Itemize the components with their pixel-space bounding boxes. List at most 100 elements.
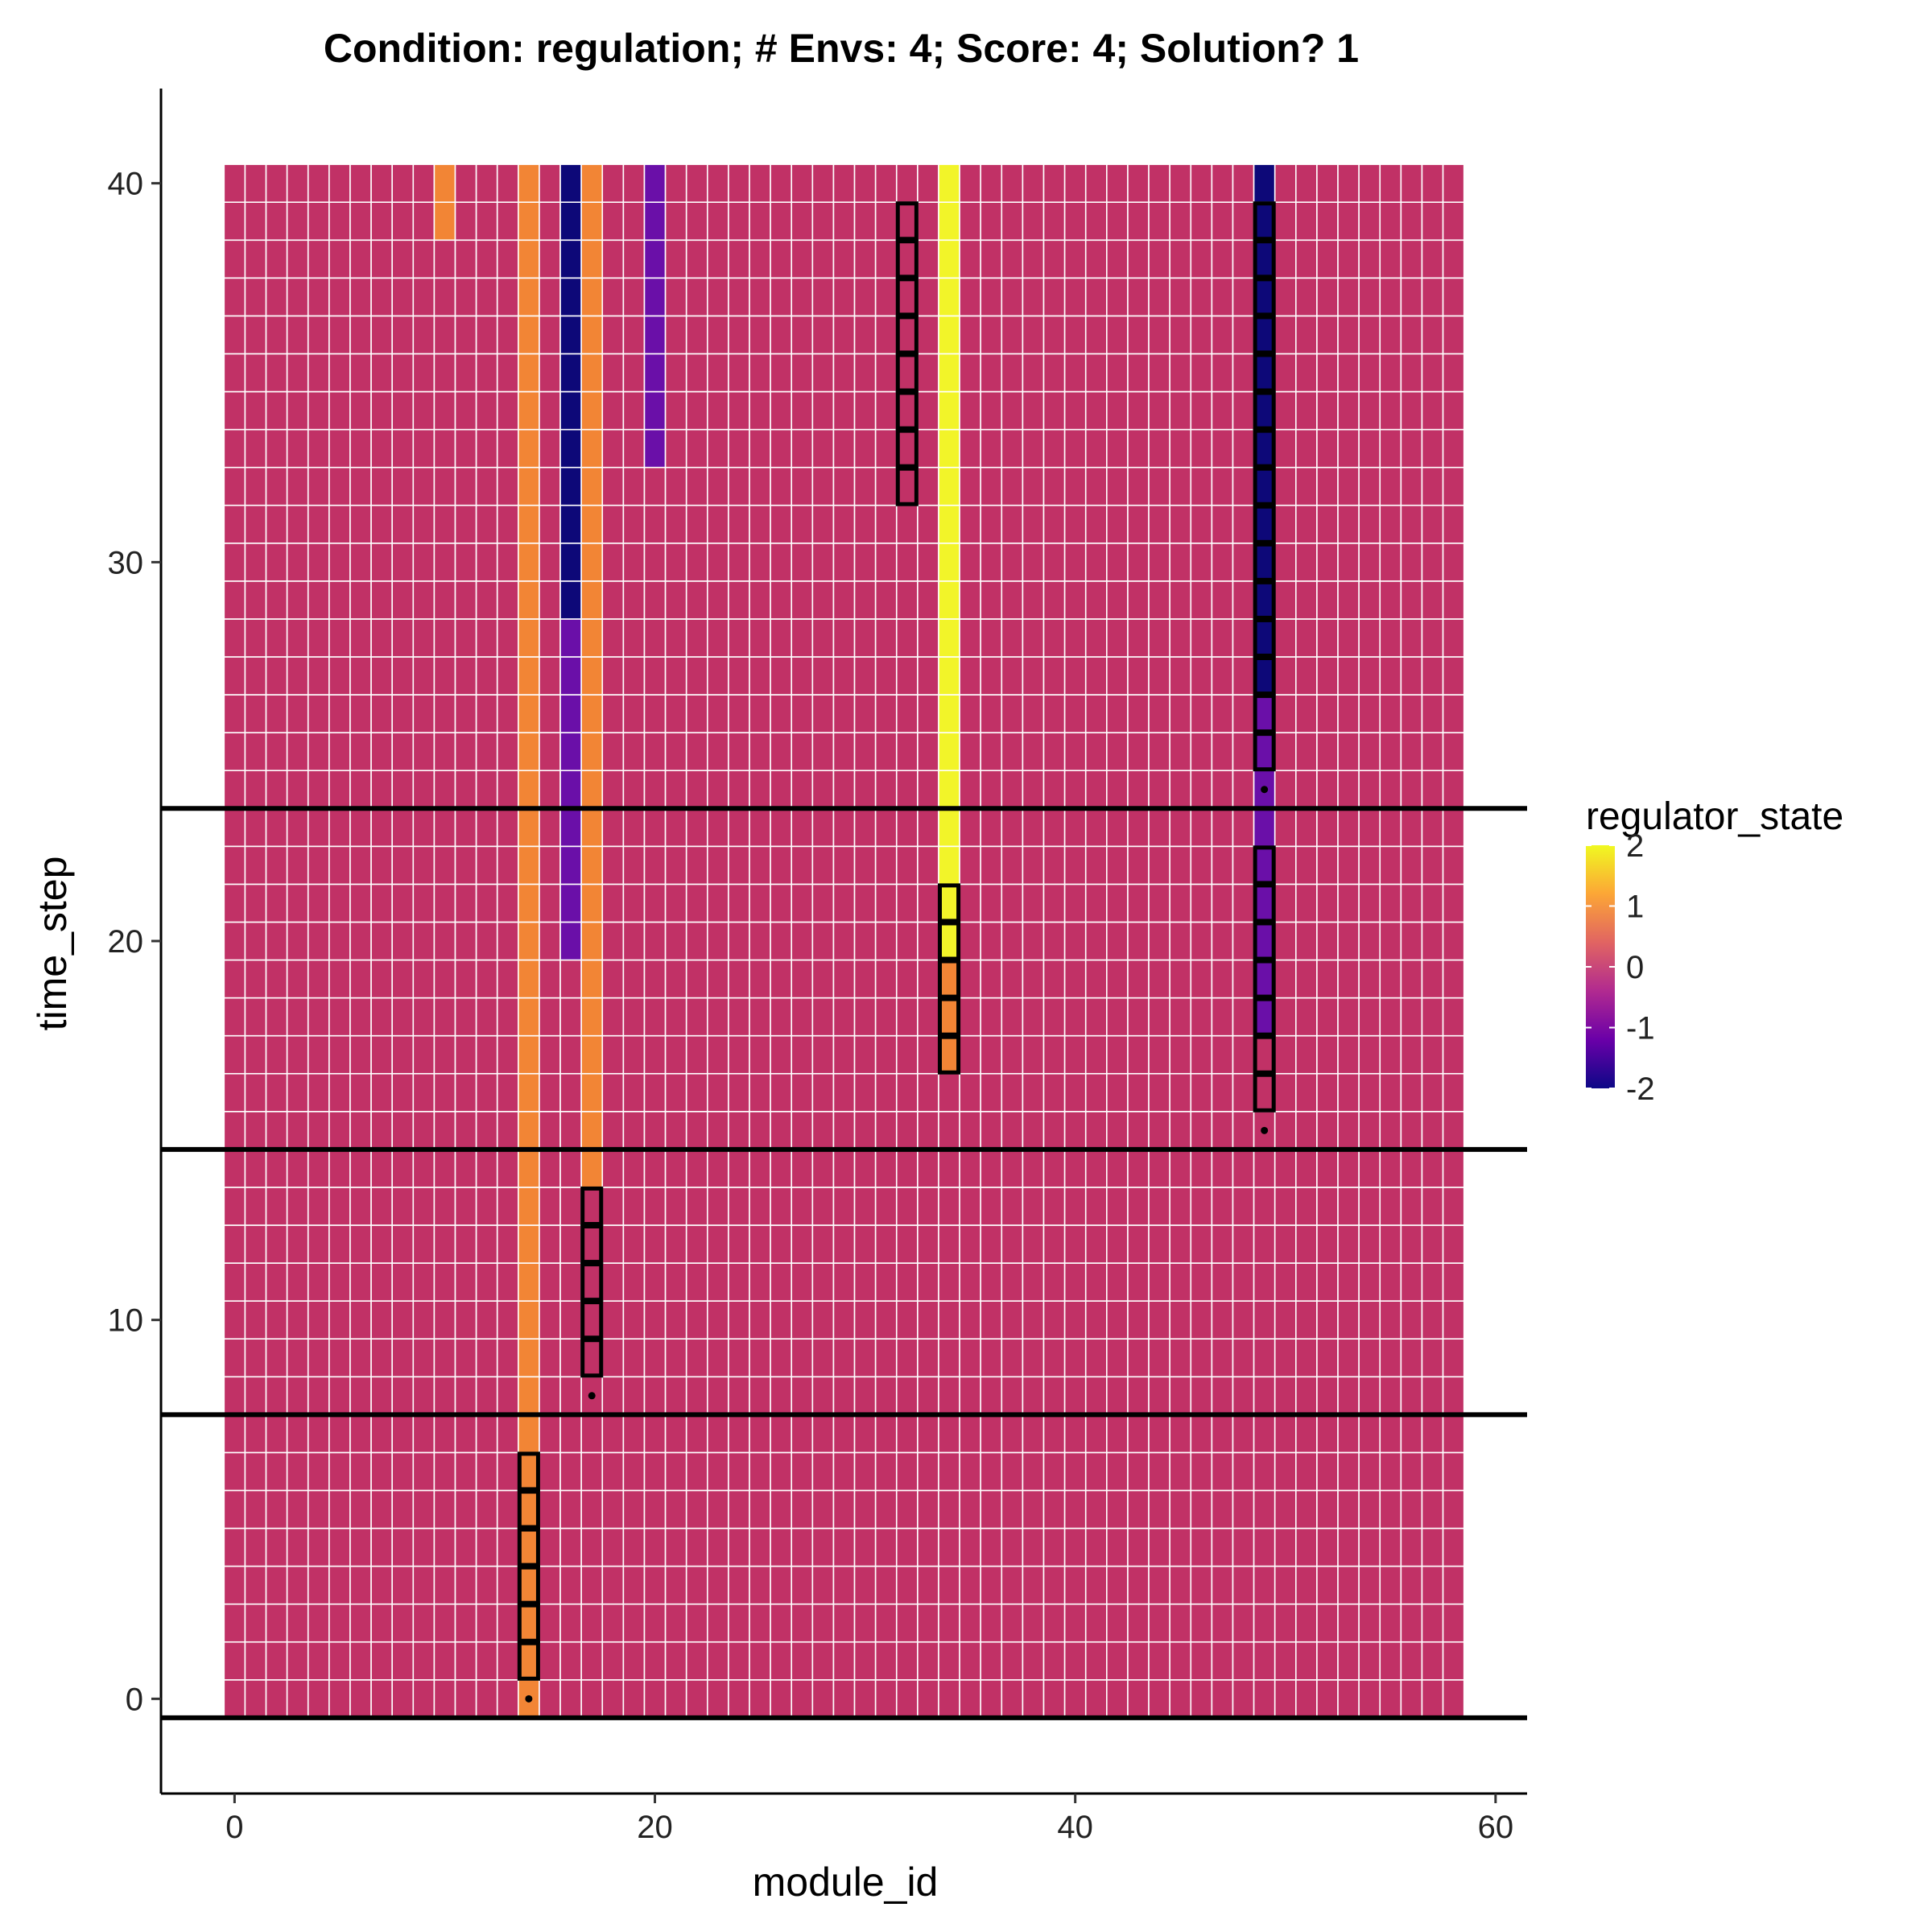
heatmap-cell <box>1316 618 1339 658</box>
heatmap-cell <box>832 656 856 696</box>
heatmap-cell <box>1337 807 1360 848</box>
heatmap-cell <box>1169 1376 1192 1416</box>
heatmap-cell <box>853 1262 877 1302</box>
heatmap-cell <box>1148 1072 1170 1113</box>
heatmap-cell <box>1337 1224 1360 1264</box>
heatmap-cell <box>1211 959 1234 999</box>
heatmap-cell <box>496 1262 519 1302</box>
heatmap-cell <box>286 239 309 279</box>
heatmap-cell <box>622 466 646 506</box>
heatmap-cell <box>685 1414 708 1454</box>
heatmap-cell <box>349 997 372 1037</box>
heatmap-cell <box>874 239 898 279</box>
heatmap-cell <box>559 1111 582 1150</box>
heatmap-cell <box>1295 1034 1318 1075</box>
heatmap-cell <box>706 315 729 355</box>
heatmap-cell <box>1358 1489 1381 1530</box>
heatmap-cell <box>706 732 729 772</box>
heatmap-cell <box>832 1565 856 1605</box>
heatmap-cell <box>1379 1149 1402 1188</box>
y-tick-label: 30 <box>108 545 144 580</box>
heatmap-cell <box>1337 504 1360 544</box>
heatmap-cell <box>1106 1489 1129 1530</box>
event-point <box>525 1695 533 1703</box>
heatmap-cell <box>1442 1376 1465 1416</box>
heatmap-cell <box>1001 1034 1024 1075</box>
heatmap-cell <box>622 618 646 658</box>
heatmap-cell <box>1400 1376 1423 1416</box>
heatmap-cell <box>1063 921 1087 961</box>
heatmap-cell <box>559 807 582 848</box>
heatmap-cell <box>874 1338 898 1378</box>
heatmap-cell <box>1190 1111 1213 1150</box>
heatmap-cell <box>980 1565 1003 1605</box>
heatmap-cell <box>286 1111 309 1150</box>
heatmap-cell <box>349 732 372 772</box>
heatmap-cell <box>643 959 667 999</box>
heatmap-cell <box>1063 845 1087 886</box>
heatmap-cell <box>1127 1527 1150 1567</box>
heatmap-cell <box>1274 163 1297 203</box>
heatmap-cell <box>391 1641 415 1681</box>
heatmap-cell <box>433 1187 456 1226</box>
heatmap-cell <box>1063 1224 1087 1264</box>
heatmap-cell <box>1063 770 1087 810</box>
heatmap-cell <box>1063 466 1087 506</box>
heatmap-cell <box>1274 921 1297 961</box>
heatmap-cell <box>980 921 1003 961</box>
heatmap-cell <box>244 1149 267 1188</box>
heatmap-cell <box>1337 694 1360 733</box>
heatmap-cell <box>1400 1187 1423 1226</box>
heatmap-cell <box>1190 542 1213 582</box>
heatmap-cell <box>791 1072 814 1113</box>
heatmap-cell <box>412 807 436 848</box>
heatmap-cell <box>917 277 939 317</box>
heatmap-cell <box>475 1262 498 1302</box>
heatmap-cell <box>1379 694 1402 733</box>
heatmap-cell <box>895 1603 919 1643</box>
heatmap-cell <box>1190 1679 1213 1719</box>
heatmap-cell <box>622 580 646 620</box>
heatmap-cell <box>1274 315 1297 355</box>
heatmap-cell <box>1400 1072 1423 1113</box>
heatmap-cell <box>1400 1149 1423 1188</box>
heatmap-cell <box>1421 1603 1444 1643</box>
highlighted-cell <box>580 1224 604 1265</box>
heatmap-cell <box>1127 390 1150 431</box>
heatmap-cell <box>1127 959 1150 999</box>
heatmap-cell <box>853 466 877 506</box>
heatmap-cell <box>791 1149 814 1188</box>
heatmap-cell <box>622 1072 646 1113</box>
heatmap-cell <box>1253 163 1276 203</box>
heatmap-cell <box>749 1489 771 1530</box>
heatmap-cell <box>391 1149 415 1188</box>
heatmap-cell <box>475 201 498 242</box>
heatmap-cell <box>1337 542 1360 582</box>
heatmap-cell <box>1274 1679 1297 1719</box>
heatmap-cell <box>1358 770 1381 810</box>
heatmap-cell <box>1232 315 1255 355</box>
heatmap-cell <box>539 618 561 658</box>
heatmap-cell <box>1106 807 1129 848</box>
heatmap-cell <box>391 807 415 848</box>
heatmap-cell <box>1274 997 1297 1037</box>
heatmap-cell <box>1316 466 1339 506</box>
heatmap-cell <box>349 504 372 544</box>
heatmap-cell <box>832 618 856 658</box>
heatmap-cell <box>959 1414 981 1454</box>
heatmap-cell <box>370 428 393 469</box>
heatmap-cell <box>980 618 1003 658</box>
heatmap-cell <box>433 1603 456 1643</box>
heatmap-cell <box>1442 1111 1465 1150</box>
heatmap-cell <box>791 1111 814 1150</box>
heatmap-cell <box>475 1187 498 1226</box>
heatmap-cell <box>643 770 667 810</box>
heatmap-cell <box>1001 1527 1024 1567</box>
heatmap-cell <box>518 1187 540 1226</box>
heatmap-cell <box>1211 1451 1234 1492</box>
heatmap-cell <box>518 580 540 620</box>
heatmap-cell <box>959 1187 981 1226</box>
heatmap-cell <box>475 1111 498 1150</box>
heatmap-cell <box>518 277 540 317</box>
heatmap-cell <box>1232 580 1255 620</box>
